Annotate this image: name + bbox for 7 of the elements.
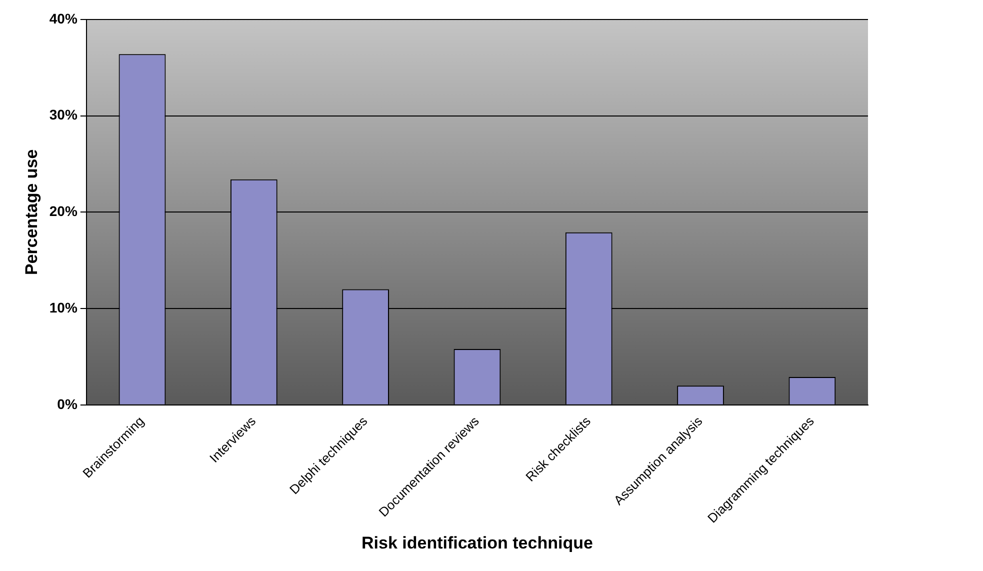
y-tick-label: 0% bbox=[57, 396, 78, 412]
y-axis-title: Percentage use bbox=[22, 149, 41, 275]
y-tick-label: 40% bbox=[49, 10, 78, 26]
y-tick-label: 10% bbox=[49, 299, 78, 316]
y-tick-label: 30% bbox=[49, 106, 78, 123]
y-tick-label: 20% bbox=[49, 203, 78, 220]
x-axis-title: Risk identification technique bbox=[362, 533, 593, 552]
